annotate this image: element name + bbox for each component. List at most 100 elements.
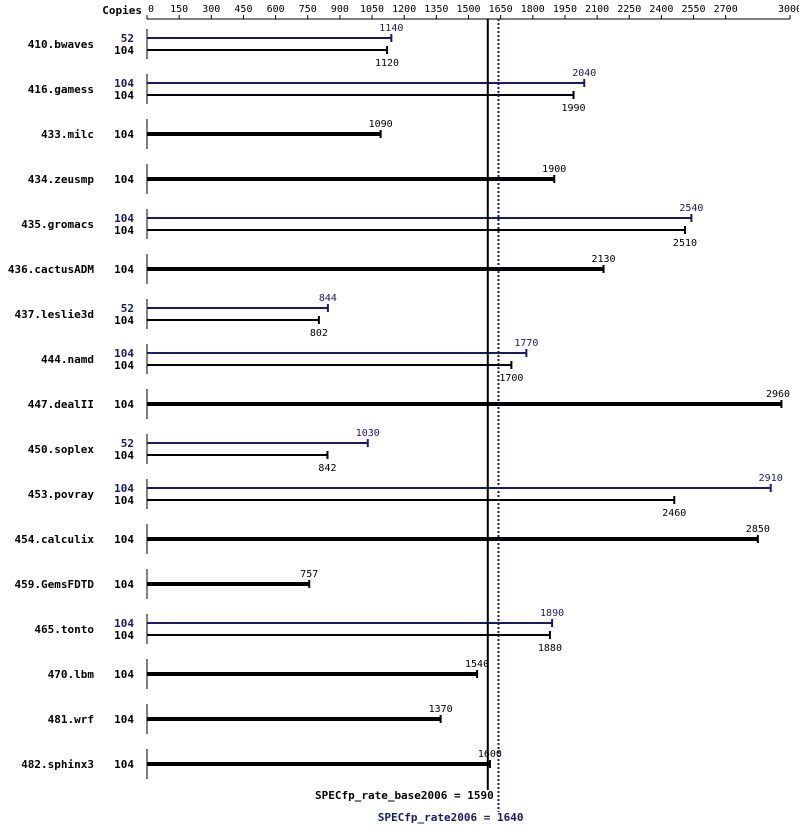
benchmark-name: 482.sphinx3 bbox=[21, 758, 94, 771]
benchmark-row: 470.lbm 104 1540 bbox=[48, 659, 489, 689]
axis-tick-label: 900 bbox=[331, 4, 349, 15]
benchmark-name: 433.milc bbox=[41, 128, 94, 141]
base-value-label: 1880 bbox=[538, 643, 562, 654]
benchmark-name: 454.calculix bbox=[15, 533, 95, 546]
benchmark-row: 433.milc 104 1090 bbox=[41, 119, 393, 149]
benchmark-row: 454.calculix 104 2850 bbox=[15, 524, 770, 554]
base-value-label: 2130 bbox=[591, 254, 615, 265]
axis: Copies 0 150 300 450 600 750 900 1050 1200 1350 15… bbox=[102, 4, 799, 20]
base-value-label: 1120 bbox=[375, 58, 399, 69]
base-copies: 104 bbox=[114, 758, 134, 771]
benchmark-name: 434.zeusmp bbox=[28, 173, 95, 186]
benchmark-row: 450.soplex 52 1030 104 842 bbox=[28, 428, 380, 474]
axis-tick-label: 1200 bbox=[392, 4, 416, 15]
axis-tick-label: 1950 bbox=[553, 4, 577, 15]
peak-value-label: 1140 bbox=[379, 23, 403, 34]
benchmark-name: 444.namd bbox=[41, 353, 94, 366]
peak-copies: 104 bbox=[114, 617, 134, 630]
axis-tick-label: 300 bbox=[202, 4, 220, 15]
peak-copies: 52 bbox=[121, 32, 134, 45]
benchmark-name: 481.wrf bbox=[48, 713, 94, 726]
base-copies: 104 bbox=[114, 128, 134, 141]
benchmark-name: 437.leslie3d bbox=[15, 308, 94, 321]
peak-copies: 104 bbox=[114, 77, 134, 90]
benchmark-row: 436.cactusADM 104 2130 bbox=[8, 254, 616, 284]
base-copies: 104 bbox=[114, 533, 134, 546]
base-copies: 104 bbox=[114, 173, 134, 186]
benchmark-name: 470.lbm bbox=[48, 668, 95, 681]
base-value-label: 2510 bbox=[673, 238, 697, 249]
axis-tick-label: 2100 bbox=[585, 4, 609, 15]
axis-tick-label: 2400 bbox=[649, 4, 673, 15]
base-copies: 104 bbox=[114, 449, 134, 462]
peak-copies: 52 bbox=[121, 437, 134, 450]
base-copies: 104 bbox=[114, 713, 134, 726]
reference-label-base: SPECfp_rate_base2006 = 1590 bbox=[315, 789, 494, 802]
peak-value-label: 844 bbox=[319, 293, 337, 304]
base-value-label: 1090 bbox=[369, 119, 393, 130]
base-copies: 104 bbox=[114, 629, 134, 642]
axis-title: Copies bbox=[102, 4, 142, 17]
base-value-label: 1990 bbox=[561, 103, 585, 114]
benchmark-name: 447.dealII bbox=[28, 398, 94, 411]
benchmark-name: 450.soplex bbox=[28, 443, 95, 456]
peak-copies: 104 bbox=[114, 212, 134, 225]
reference-lines: SPECfp_rate_base2006 = 1590 SPECfp_rate20… bbox=[315, 19, 524, 824]
benchmark-row: 482.sphinx3 104 1600 bbox=[21, 749, 502, 779]
peak-copies: 104 bbox=[114, 347, 134, 360]
axis-tick-label: 150 bbox=[170, 4, 188, 15]
base-value-label: 1370 bbox=[429, 704, 453, 715]
base-value-label: 1900 bbox=[542, 164, 566, 175]
benchmark-row: 435.gromacs 104 2540 104 2510 bbox=[21, 203, 703, 249]
benchmark-row: 481.wrf 104 1370 bbox=[48, 704, 453, 734]
benchmark-row: 465.tonto 104 1890 104 1880 bbox=[34, 608, 564, 654]
base-copies: 104 bbox=[114, 263, 134, 276]
base-copies: 104 bbox=[114, 578, 134, 591]
benchmark-row: 444.namd 104 1770 104 1700 bbox=[41, 338, 538, 384]
axis-tick-label: 1800 bbox=[521, 4, 545, 15]
base-value-label: 1700 bbox=[499, 373, 523, 384]
base-copies: 104 bbox=[114, 398, 134, 411]
axis-tick-label: 1350 bbox=[424, 4, 448, 15]
benchmark-row: 410.bwaves 52 1140 104 1120 bbox=[28, 23, 404, 69]
base-value-label: 802 bbox=[310, 328, 328, 339]
base-value-label: 1540 bbox=[465, 659, 489, 670]
base-value-label: 2460 bbox=[662, 508, 686, 519]
benchmark-name: 435.gromacs bbox=[21, 218, 94, 231]
axis-tick-label: 2250 bbox=[617, 4, 641, 15]
axis-tick-label: 2700 bbox=[714, 4, 738, 15]
peak-copies: 104 bbox=[114, 482, 134, 495]
peak-value-label: 1890 bbox=[540, 608, 564, 619]
base-copies: 104 bbox=[114, 668, 134, 681]
benchmark-row: 453.povray 104 2910 104 2460 bbox=[28, 473, 783, 519]
axis-tick-label: 750 bbox=[299, 4, 317, 15]
peak-value-label: 2910 bbox=[759, 473, 783, 484]
axis-tick-label: 0 bbox=[148, 4, 154, 15]
peak-value-label: 2540 bbox=[679, 203, 703, 214]
benchmark-name: 453.povray bbox=[28, 488, 95, 501]
base-copies: 104 bbox=[114, 314, 134, 327]
base-value-label: 757 bbox=[300, 569, 318, 580]
axis-tick-label: 450 bbox=[234, 4, 252, 15]
base-copies: 104 bbox=[114, 89, 134, 102]
base-copies: 104 bbox=[114, 44, 134, 57]
base-value-label: 842 bbox=[318, 463, 336, 474]
benchmark-name: 416.gamess bbox=[28, 83, 94, 96]
benchmark-name: 410.bwaves bbox=[28, 38, 94, 51]
axis-tick-label: 2550 bbox=[682, 4, 706, 15]
benchmark-name: 465.tonto bbox=[34, 623, 94, 636]
peak-value-label: 2040 bbox=[572, 68, 596, 79]
axis-tick-label: 1650 bbox=[489, 4, 513, 15]
benchmark-row: 416.gamess 104 2040 104 1990 bbox=[28, 68, 597, 114]
base-value-label: 2850 bbox=[746, 524, 770, 535]
bars: 410.bwaves 52 1140 104 1120 416.gamess 104 2040… bbox=[8, 23, 790, 779]
base-copies: 104 bbox=[114, 224, 134, 237]
benchmark-name: 459.GemsFDTD bbox=[15, 578, 95, 591]
axis-tick-label: 1500 bbox=[456, 4, 480, 15]
base-copies: 104 bbox=[114, 494, 134, 507]
base-value-label: 1600 bbox=[478, 749, 502, 760]
benchmark-row: 434.zeusmp 104 1900 bbox=[28, 164, 566, 194]
benchmark-row: 437.leslie3d 52 844 104 802 bbox=[15, 293, 337, 339]
